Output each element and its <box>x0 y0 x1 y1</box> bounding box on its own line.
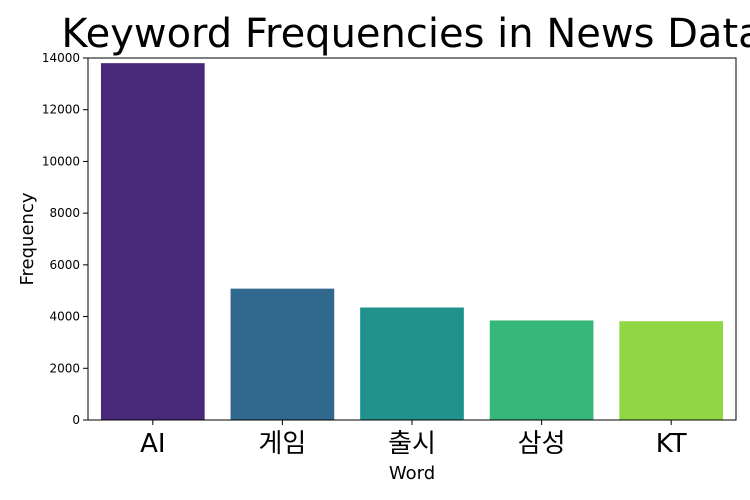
bar-2 <box>230 288 335 420</box>
y-tick-label: 10000 <box>42 154 80 168</box>
x-tick-label: 삼성 <box>518 429 566 459</box>
y-axis-label: Frequency <box>17 192 38 285</box>
y-tick-label: 2000 <box>49 361 80 375</box>
y-tick-label: 6000 <box>49 258 80 272</box>
bar-3 <box>360 307 464 420</box>
x-tick-label: KT <box>656 429 687 459</box>
y-axis-ticks: 0 2000 4000 6000 8000 10000 12000 14000 <box>42 51 88 427</box>
bar-4 <box>489 320 594 420</box>
bar-5 <box>619 321 724 420</box>
x-tick-label: AI <box>140 429 165 459</box>
y-tick-label: 0 <box>72 413 80 427</box>
x-tick-label: 출시 <box>388 429 436 459</box>
chart-title: Keyword Frequencies in News Data <box>61 11 750 57</box>
y-tick-label: 14000 <box>42 51 80 65</box>
x-axis-ticks: AI 게임 출시 삼성 KT <box>140 420 687 459</box>
bars <box>100 63 724 421</box>
y-tick-label: 8000 <box>49 206 80 220</box>
y-tick-label: 12000 <box>42 103 80 117</box>
y-tick-label: 4000 <box>49 310 80 324</box>
x-axis-label: Word <box>389 463 435 484</box>
x-tick-label: 게임 <box>258 429 306 459</box>
bar-1 <box>100 63 205 421</box>
